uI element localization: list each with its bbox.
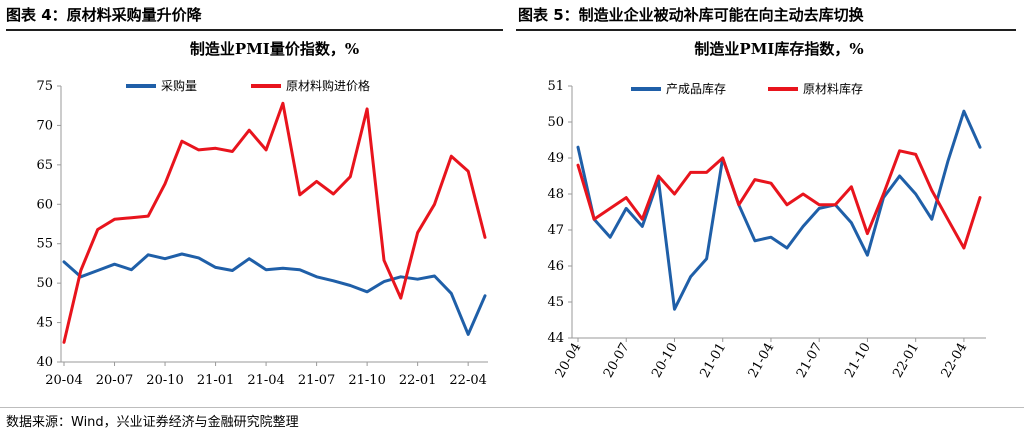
- x-tick-label: 21-04: [247, 373, 284, 388]
- x-tick-label: 20-10: [649, 341, 681, 381]
- left-figure-title: 图表 4：原材料采购量升价降: [6, 6, 202, 24]
- y-tick-label: 40: [36, 355, 53, 370]
- y-tick-label: 50: [547, 115, 564, 130]
- chart-title: 制造业PMI量价指数，%: [190, 40, 359, 58]
- x-tick-label: 20-07: [96, 373, 133, 388]
- legend-label-1: 原材料库存: [803, 81, 863, 96]
- x-tick-label: 21-07: [298, 373, 335, 388]
- left-title-rule: [6, 29, 503, 31]
- x-tick-label: 20-07: [601, 341, 633, 381]
- x-tick-label: 20-10: [146, 373, 183, 388]
- pmi-inventory-chart: 制造业PMI库存指数，% 产成品库存 原材料库存 44 45 46 47 48 49 50 51 20…: [547, 40, 986, 381]
- x-tick-label: 21-07: [794, 341, 826, 381]
- series-line-1: [576, 149, 982, 250]
- right-figure-title: 图表 5：制造业企业被动补库可能在向主动去库切换: [518, 6, 864, 24]
- x-tick-label: 21-10: [348, 373, 385, 388]
- x-tick-label: 20-04: [45, 373, 82, 388]
- legend-label-0: 产成品库存: [666, 81, 726, 96]
- chart-title: 制造业PMI库存指数，%: [694, 40, 863, 58]
- series-line-1: [62, 101, 487, 344]
- y-tick-label: 51: [547, 79, 564, 94]
- x-tick-label: 22-01: [399, 373, 436, 388]
- series-line-0: [62, 252, 487, 336]
- y-tick-label: 65: [36, 158, 53, 173]
- y-tick-label: 55: [36, 237, 53, 252]
- legend-label-1: 原材料购进价格: [286, 78, 370, 93]
- right-title-rule: [516, 29, 1016, 31]
- pmi-price-volume-chart: 制造业PMI量价指数，% 采购量 原材料购进价格 40 45 50 55 60 65 70 75 20…: [36, 40, 488, 388]
- x-tick-label: 21-10: [842, 341, 874, 381]
- y-tick-label: 75: [36, 79, 53, 94]
- x-tick-label: 22-04: [449, 373, 486, 388]
- y-tick-label: 48: [547, 187, 564, 202]
- y-tick-label: 60: [36, 197, 53, 212]
- y-tick-label: 45: [547, 295, 564, 310]
- footer-rule: [0, 407, 1024, 408]
- x-tick-label: 20-04: [553, 341, 585, 381]
- y-tick-label: 47: [547, 223, 564, 238]
- x-tick-label: 22-04: [939, 341, 971, 381]
- y-tick-label: 44: [547, 331, 564, 346]
- y-tick-label: 45: [36, 316, 53, 331]
- x-tick-label: 21-01: [197, 373, 234, 388]
- y-tick-label: 46: [547, 259, 564, 274]
- y-tick-label: 50: [36, 276, 53, 291]
- y-tick-label: 49: [547, 151, 564, 166]
- legend-label-0: 采购量: [161, 78, 197, 93]
- y-tick-label: 70: [36, 118, 53, 133]
- x-tick-label: 21-04: [746, 341, 778, 381]
- x-tick-label: 21-01: [697, 341, 729, 381]
- x-tick-label: 22-01: [890, 341, 922, 381]
- source-note: 数据来源：Wind，兴业证券经济与金融研究院整理: [6, 415, 299, 430]
- series-line-0: [576, 109, 982, 311]
